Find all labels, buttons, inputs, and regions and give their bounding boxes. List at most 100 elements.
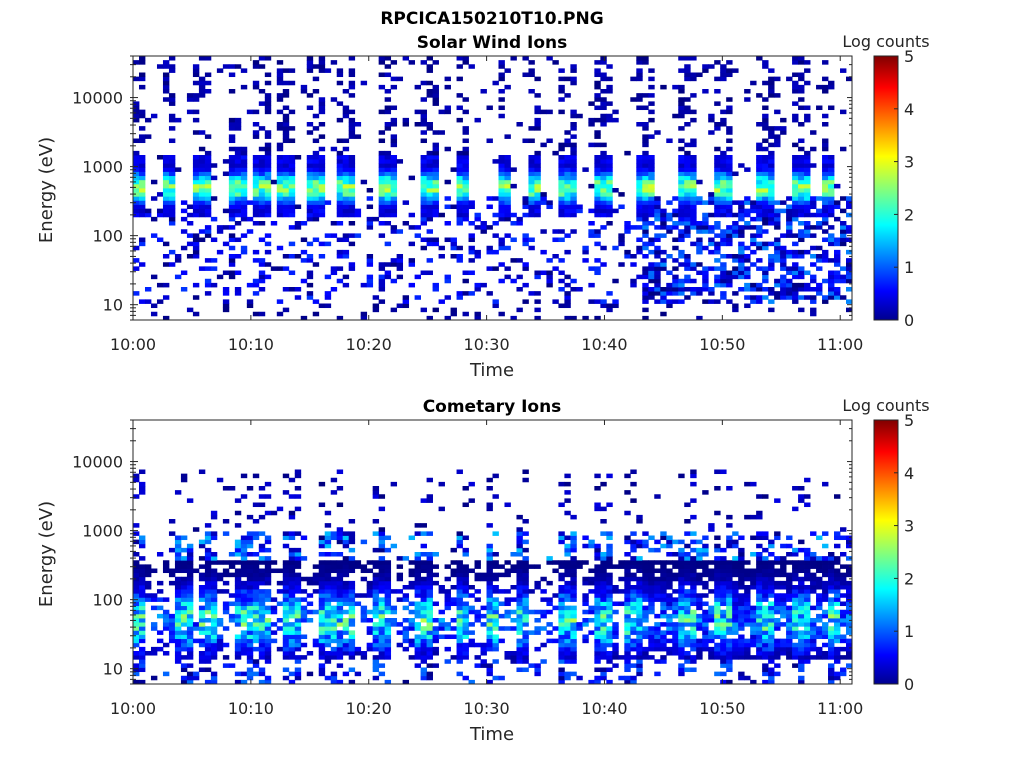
heatmap-cell (258, 212, 266, 218)
heatmap-cell (720, 564, 727, 569)
heatmap-cell (420, 212, 427, 218)
heatmap-cell (234, 196, 242, 201)
heatmap-cell (738, 266, 745, 271)
heatmap-cell (690, 155, 697, 160)
heatmap-cell (768, 241, 775, 247)
heatmap-cell (672, 266, 679, 271)
heatmap-cell (600, 142, 607, 148)
heatmap-cell (612, 188, 619, 193)
heatmap-cell (348, 241, 356, 247)
heatmap-cell (600, 531, 607, 536)
heatmap-cell (288, 183, 296, 189)
heatmap-cell (276, 580, 284, 586)
heatmap-cell (732, 622, 739, 627)
heatmap-cell (648, 167, 655, 172)
heatmap-cell (786, 208, 793, 214)
heatmap-cell (133, 150, 140, 156)
heatmap-cell (642, 274, 649, 280)
heatmap-cell (564, 481, 571, 487)
heatmap-cell (318, 593, 326, 598)
heatmap-cell (756, 514, 763, 520)
heatmap-cell (133, 671, 140, 677)
heatmap-cell (336, 159, 344, 164)
heatmap-cell (582, 618, 589, 623)
heatmap-cell (186, 109, 194, 115)
heatmap-cell (240, 84, 248, 90)
heatmap-cell (624, 605, 631, 611)
heatmap-cell (798, 155, 805, 160)
heatmap-cell (558, 572, 565, 578)
heatmap-cell (648, 266, 655, 271)
heatmap-cell (714, 589, 721, 594)
heatmap-cell (486, 266, 493, 271)
heatmap-cell (330, 266, 338, 271)
heatmap-cell (252, 609, 260, 615)
heatmap-cell (336, 564, 344, 569)
heatmap-cell (138, 597, 146, 602)
heatmap-cell (588, 266, 595, 271)
heatmap-cell (342, 638, 350, 644)
heatmap-cell (648, 601, 655, 607)
heatmap-cell (834, 287, 841, 292)
heatmap-cell (252, 291, 260, 296)
heatmap-cell (174, 580, 182, 586)
heatmap-cell (564, 138, 571, 144)
heatmap-cell (750, 204, 757, 210)
heatmap-cell (264, 130, 272, 135)
heatmap-cell (294, 634, 302, 640)
heatmap-cell (510, 221, 517, 226)
heatmap-cell (234, 64, 242, 69)
heatmap-cell (594, 580, 601, 586)
heatmap-cell (684, 72, 691, 78)
heatmap-cell (786, 212, 793, 218)
heatmap-cell (570, 315, 577, 321)
heatmap-cell (654, 560, 661, 565)
heatmap-cell (510, 564, 517, 569)
heatmap-cell (318, 609, 326, 615)
heatmap-cell (192, 80, 200, 86)
heatmap-cell (228, 254, 236, 259)
heatmap-cell (444, 146, 451, 152)
heatmap-cell (282, 179, 290, 185)
heatmap-cell (408, 601, 416, 607)
heatmap-cell (420, 200, 427, 205)
heatmap-cell (252, 634, 260, 640)
heatmap-cell (726, 564, 733, 569)
heatmap-cell (630, 679, 637, 685)
heatmap-cell (606, 175, 613, 181)
heatmap-cell (714, 155, 721, 160)
heatmap-cell (498, 155, 505, 160)
heatmap-cell (240, 183, 248, 189)
heatmap-cell (558, 200, 565, 205)
heatmap-cell (654, 204, 661, 210)
heatmap-cell (732, 605, 739, 611)
heatmap-cell (264, 196, 272, 201)
y-tick-label: 10000 (72, 89, 123, 108)
heatmap-cell (570, 287, 577, 292)
heatmap-cell (234, 150, 242, 156)
heatmap-cell (348, 642, 356, 648)
heatmap-cell (630, 618, 637, 623)
heatmap-cell (204, 630, 212, 635)
heatmap-cell (348, 84, 356, 90)
heatmap-cell (336, 576, 344, 582)
heatmap-cell (594, 630, 601, 635)
heatmap-cell (804, 605, 811, 611)
heatmap-cell (666, 618, 673, 623)
heatmap-cell (570, 638, 577, 644)
heatmap-cell (432, 93, 439, 98)
heatmap-cell (600, 101, 607, 106)
heatmap-cell (618, 192, 625, 197)
heatmap-cell (360, 80, 368, 86)
heatmap-cell (486, 605, 493, 611)
heatmap-cell (366, 589, 374, 594)
heatmap-cell (636, 179, 643, 185)
heatmap-cell (336, 646, 344, 652)
heatmap-cell (570, 167, 577, 172)
heatmap-cell (324, 233, 332, 238)
heatmap-cell (240, 159, 248, 164)
heatmap-cell (276, 299, 284, 304)
heatmap-cell (264, 679, 272, 685)
heatmap-cell (198, 589, 206, 594)
heatmap-cell (636, 655, 643, 660)
